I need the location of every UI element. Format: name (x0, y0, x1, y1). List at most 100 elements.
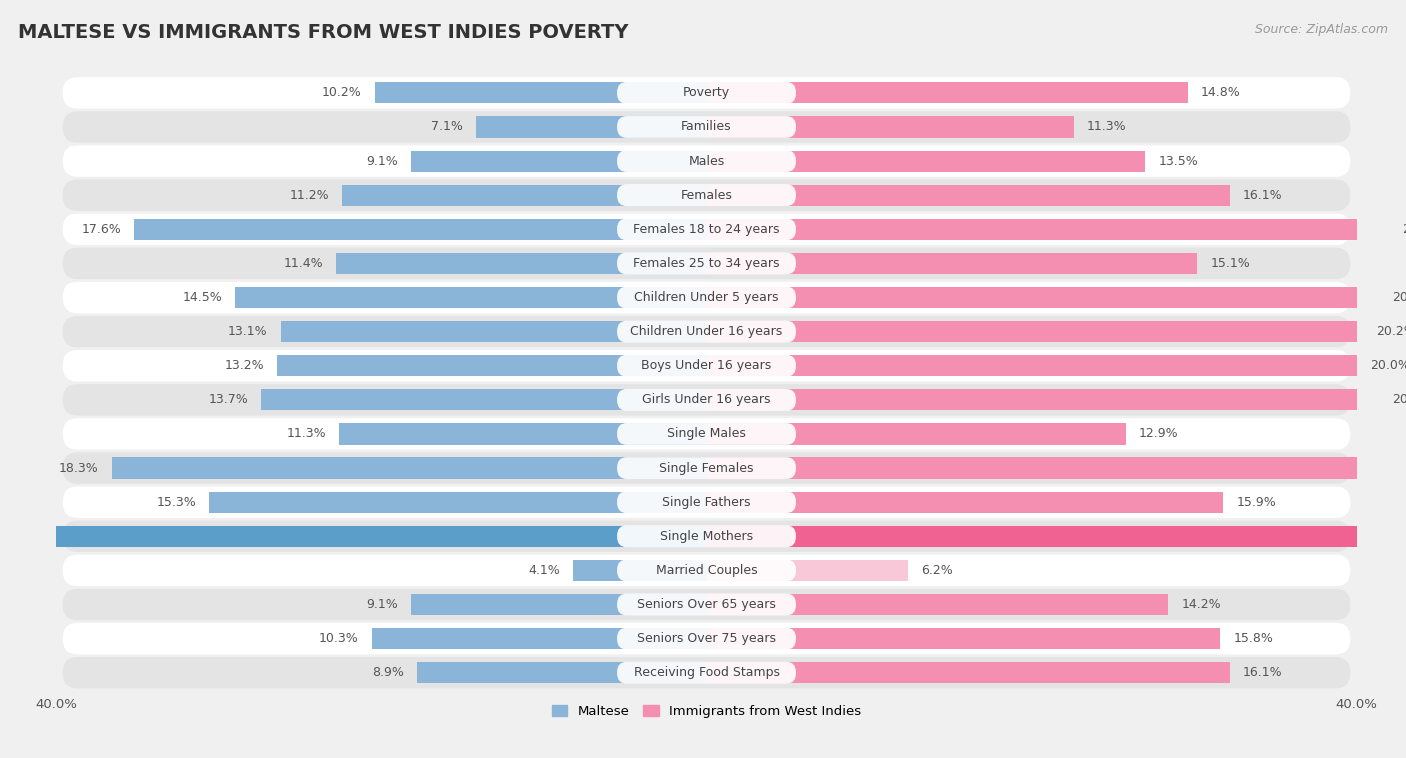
Text: 13.1%: 13.1% (228, 325, 267, 338)
FancyBboxPatch shape (617, 150, 796, 172)
FancyBboxPatch shape (63, 589, 1350, 620)
Text: 15.3%: 15.3% (156, 496, 195, 509)
FancyBboxPatch shape (63, 282, 1350, 313)
FancyBboxPatch shape (617, 116, 796, 138)
Text: 4.1%: 4.1% (529, 564, 560, 577)
Text: 20.2%: 20.2% (1376, 325, 1406, 338)
Text: 11.4%: 11.4% (283, 257, 323, 270)
Bar (336, 253, 707, 274)
FancyBboxPatch shape (63, 214, 1350, 245)
FancyBboxPatch shape (617, 321, 796, 343)
Text: Single Males: Single Males (666, 428, 747, 440)
Bar (343, 185, 707, 205)
Bar (707, 253, 1198, 274)
Bar (707, 185, 1230, 205)
FancyBboxPatch shape (63, 350, 1350, 381)
FancyBboxPatch shape (63, 77, 1350, 108)
Text: 10.3%: 10.3% (319, 632, 359, 645)
FancyBboxPatch shape (63, 248, 1350, 279)
Text: 7.1%: 7.1% (430, 121, 463, 133)
Text: Children Under 16 years: Children Under 16 years (630, 325, 783, 338)
FancyBboxPatch shape (617, 355, 796, 377)
Bar (707, 287, 1379, 308)
Text: Receiving Food Stamps: Receiving Food Stamps (634, 666, 779, 679)
Text: 8.9%: 8.9% (373, 666, 404, 679)
Text: Seniors Over 65 years: Seniors Over 65 years (637, 598, 776, 611)
FancyBboxPatch shape (617, 491, 796, 513)
Text: 15.1%: 15.1% (1211, 257, 1250, 270)
Bar (707, 492, 1223, 512)
Bar (707, 560, 908, 581)
Bar (0, 526, 707, 547)
Text: Single Mothers: Single Mothers (659, 530, 754, 543)
FancyBboxPatch shape (617, 218, 796, 240)
FancyBboxPatch shape (63, 146, 1350, 177)
Bar (574, 560, 707, 581)
Bar (411, 151, 707, 171)
Bar (235, 287, 707, 308)
FancyBboxPatch shape (617, 82, 796, 104)
Text: Married Couples: Married Couples (655, 564, 758, 577)
Bar (707, 321, 1364, 342)
Text: Families: Families (681, 121, 733, 133)
Bar (707, 219, 1389, 240)
Text: MALTESE VS IMMIGRANTS FROM WEST INDIES POVERTY: MALTESE VS IMMIGRANTS FROM WEST INDIES P… (18, 23, 628, 42)
Text: 6.2%: 6.2% (921, 564, 953, 577)
Bar (707, 151, 1146, 171)
FancyBboxPatch shape (63, 316, 1350, 347)
Bar (707, 356, 1357, 376)
Text: Females: Females (681, 189, 733, 202)
Bar (707, 390, 1379, 410)
Bar (707, 594, 1168, 615)
Text: 20.0%: 20.0% (1369, 359, 1406, 372)
Bar (371, 628, 707, 649)
FancyBboxPatch shape (63, 555, 1350, 586)
Text: 13.2%: 13.2% (225, 359, 264, 372)
FancyBboxPatch shape (617, 389, 796, 411)
Text: 11.2%: 11.2% (290, 189, 329, 202)
Text: 13.7%: 13.7% (208, 393, 247, 406)
Text: 16.1%: 16.1% (1243, 189, 1282, 202)
Bar (277, 356, 707, 376)
Text: 9.1%: 9.1% (366, 598, 398, 611)
Bar (707, 628, 1220, 649)
FancyBboxPatch shape (63, 453, 1350, 484)
Bar (411, 594, 707, 615)
FancyBboxPatch shape (63, 623, 1350, 654)
Text: 16.1%: 16.1% (1243, 666, 1282, 679)
Text: 17.6%: 17.6% (82, 223, 121, 236)
Text: Girls Under 16 years: Girls Under 16 years (643, 393, 770, 406)
FancyBboxPatch shape (63, 521, 1350, 552)
Bar (262, 390, 707, 410)
Text: 18.3%: 18.3% (59, 462, 98, 475)
Bar (707, 662, 1230, 683)
Text: 11.3%: 11.3% (1087, 121, 1126, 133)
FancyBboxPatch shape (63, 384, 1350, 415)
FancyBboxPatch shape (617, 423, 796, 445)
FancyBboxPatch shape (617, 252, 796, 274)
Text: 9.1%: 9.1% (366, 155, 398, 168)
Text: Single Fathers: Single Fathers (662, 496, 751, 509)
Bar (209, 492, 707, 512)
Text: Source: ZipAtlas.com: Source: ZipAtlas.com (1254, 23, 1388, 36)
FancyBboxPatch shape (617, 628, 796, 650)
Text: 20.7%: 20.7% (1392, 393, 1406, 406)
Text: 15.8%: 15.8% (1233, 632, 1272, 645)
Bar (707, 117, 1074, 137)
Legend: Maltese, Immigrants from West Indies: Maltese, Immigrants from West Indies (547, 700, 866, 723)
Text: 10.2%: 10.2% (322, 86, 361, 99)
FancyBboxPatch shape (617, 525, 796, 547)
FancyBboxPatch shape (63, 657, 1350, 688)
Bar (707, 83, 1188, 103)
FancyBboxPatch shape (617, 594, 796, 615)
Text: 14.2%: 14.2% (1181, 598, 1220, 611)
Bar (707, 526, 1406, 547)
Text: Females 25 to 34 years: Females 25 to 34 years (633, 257, 780, 270)
Text: 14.8%: 14.8% (1201, 86, 1240, 99)
FancyBboxPatch shape (617, 559, 796, 581)
Bar (418, 662, 707, 683)
FancyBboxPatch shape (617, 662, 796, 684)
Bar (707, 424, 1126, 444)
Text: Males: Males (689, 155, 724, 168)
Text: 15.9%: 15.9% (1236, 496, 1277, 509)
